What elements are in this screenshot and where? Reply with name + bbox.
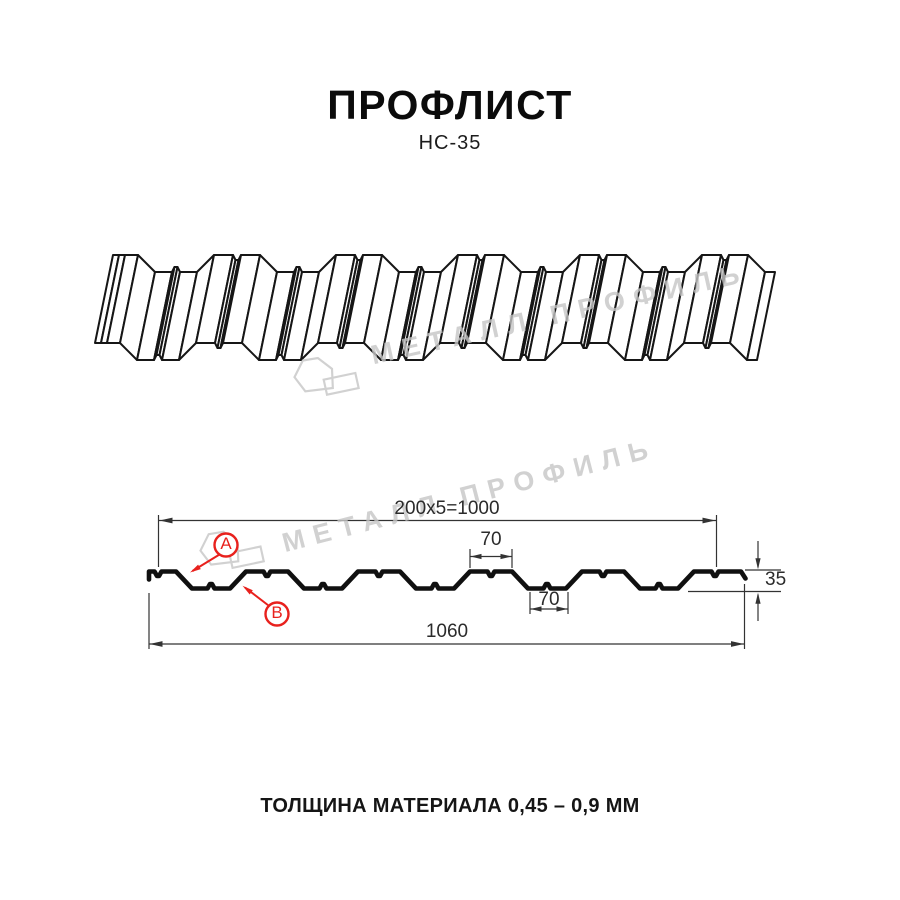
metall-profil-logo-watermark-top xyxy=(293,356,360,396)
page-title: ПРОФЛИСТ xyxy=(327,82,573,128)
dimension-rib-top-width: 70 xyxy=(480,529,502,550)
dimension-rib-bottom-width: 70 xyxy=(538,589,560,610)
profile-model-code: НС-35 xyxy=(418,132,482,154)
metall-profil-logo-watermark-bottom xyxy=(199,530,266,570)
dimension-total-width: 1060 xyxy=(425,621,469,642)
callout-label-b: B xyxy=(271,603,283,623)
dimension-profile-height: 35 xyxy=(765,569,787,590)
callout-label-a: A xyxy=(220,534,232,554)
material-thickness-note: ТОЛЩИНА МАТЕРИАЛА 0,45 – 0,9 ММ xyxy=(260,795,640,817)
dimension-top-span: 200x5=1000 xyxy=(394,498,500,519)
